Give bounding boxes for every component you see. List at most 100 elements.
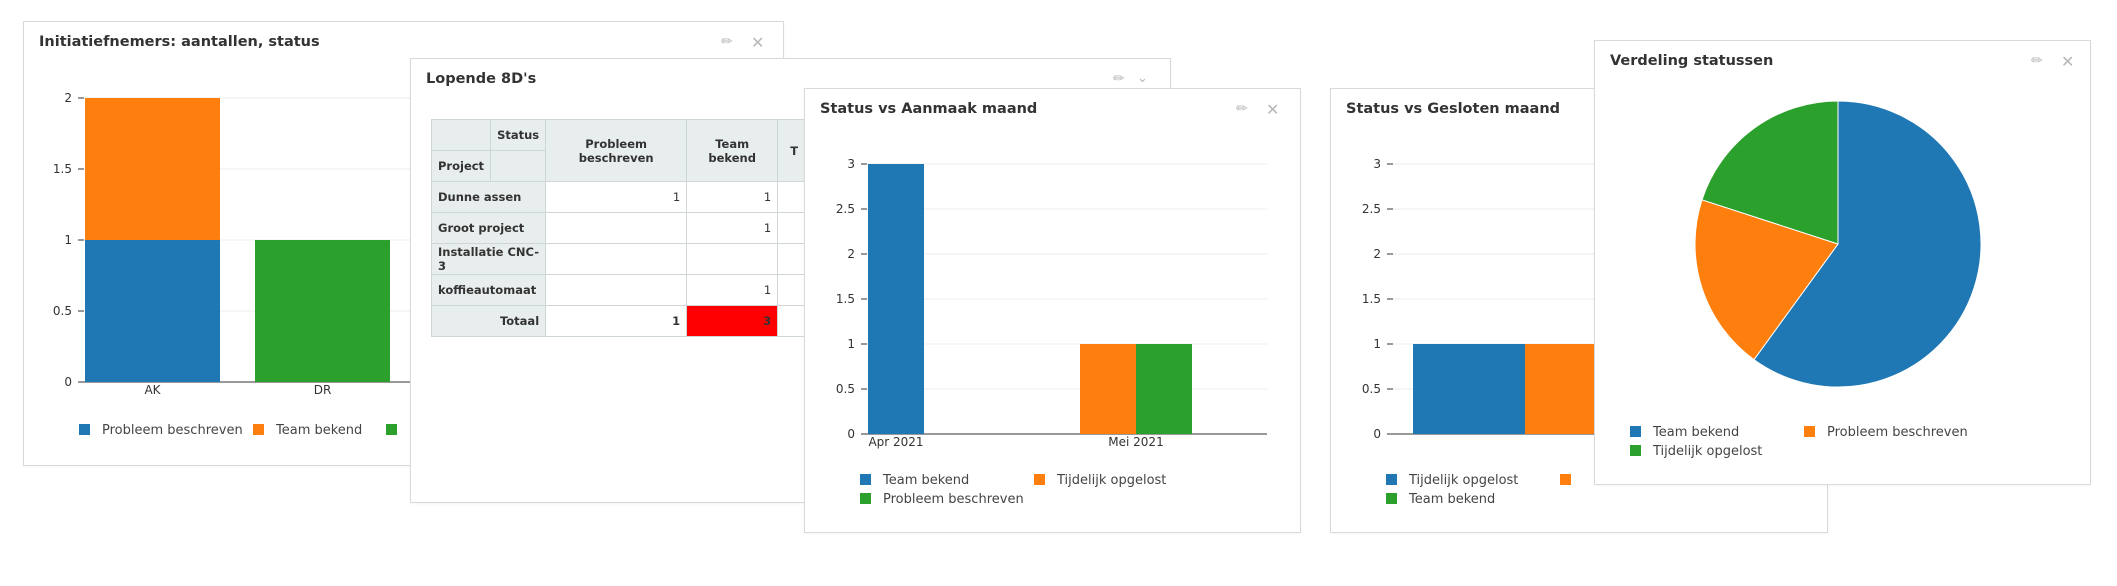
y-tick-label: 0 <box>64 375 72 389</box>
widget-title: Status vs Aanmaak maand <box>820 101 1038 117</box>
close-icon[interactable]: ✕ <box>751 33 765 52</box>
widget-title: Initiatiefnemers: aantallen, status <box>39 34 320 50</box>
legend-label: Probleem beschreven <box>102 423 243 438</box>
x-tick-label: Mei 2021 <box>1108 435 1163 449</box>
table-row: koffieautomaat 1 <box>430 274 812 306</box>
table-cell <box>545 243 688 275</box>
legend-item[interactable]: Tijdelijk opgelost <box>1034 473 1166 488</box>
widget-status-vs-aanmaak: Status vs Aanmaak maand ✏ ✕ 0 0.5 1 1.5 2 2.5… <box>804 88 1301 533</box>
legend-label: Tijdelijk opgelost <box>1653 444 1763 459</box>
table-row: Groot project 1 <box>430 212 812 244</box>
legend-item[interactable]: Tijdelijk opgelost <box>1630 444 1762 459</box>
pie-slice <box>1753 100 1982 388</box>
bar <box>1080 344 1136 434</box>
legend-item[interactable]: Team bekend <box>1630 425 1739 440</box>
edit-icon[interactable]: ✏ <box>2031 53 2043 69</box>
table-row: Installatie CNC-3 <box>430 243 812 275</box>
legend-item[interactable]: Probleem beschreven <box>1804 425 1968 440</box>
column-header[interactable]: Probleem beschreven <box>545 119 688 182</box>
legend-swatch <box>1630 426 1641 437</box>
widget-title: Status vs Gesloten maand <box>1346 101 1561 117</box>
pivot-table: Status Probleem beschreven Team bekend T… <box>430 119 812 337</box>
legend-label: Team bekend <box>276 423 363 438</box>
y-tick-label: 0.5 <box>53 304 72 318</box>
table-cell <box>686 243 779 275</box>
legend: Tijdelijk opgelost Team bekend <box>1386 473 1786 513</box>
close-icon[interactable]: ✕ <box>2061 52 2075 71</box>
row-label[interactable]: Dunne assen <box>430 181 547 213</box>
table-cell: 1 <box>686 212 779 244</box>
widget-lopende-8ds: Lopende 8D's ✏ ⌄ Status Probleem beschre… <box>410 58 1171 503</box>
legend-swatch <box>860 493 871 504</box>
widget-title: Lopende 8D's <box>426 71 537 87</box>
widget-verdeling-statussen: Verdeling statussen ✏ ✕ Team bekend Prob… <box>1594 40 2091 485</box>
row-label[interactable]: koffieautomaat <box>430 274 547 306</box>
table-cell: 1 <box>686 274 779 306</box>
legend: Probleem beschreven Team bekend <box>79 423 479 443</box>
edit-icon[interactable]: ✏ <box>721 34 733 50</box>
corner-cell <box>490 150 547 182</box>
legend-item[interactable] <box>1560 473 1583 488</box>
legend-swatch <box>1560 474 1571 485</box>
legend-swatch <box>1034 474 1045 485</box>
legend-swatch <box>253 424 264 435</box>
legend-label: Team bekend <box>1409 492 1496 507</box>
table-cell: 1 <box>686 181 779 213</box>
table-row: Dunne assen 1 1 <box>430 181 812 213</box>
edit-icon[interactable]: ✏ <box>1236 101 1248 117</box>
total-row: Totaal 1 3 <box>430 305 812 337</box>
y-tick-label: 0 <box>847 427 855 441</box>
legend-swatch <box>1386 493 1397 504</box>
y-tick-label: 2 <box>847 247 855 261</box>
close-icon[interactable]: ✕ <box>1266 100 1280 119</box>
y-tick-label: 3 <box>1373 157 1381 171</box>
table-header-row: Status Probleem beschreven Team bekend T <box>430 119 812 182</box>
total-label: Totaal <box>430 305 547 337</box>
row-label[interactable]: Groot project <box>430 212 547 244</box>
bar <box>85 240 220 382</box>
legend-item[interactable]: Probleem beschreven <box>79 423 243 438</box>
legend: Team bekend Tijdelijk opgelost Probleem … <box>860 473 1260 513</box>
legend-item[interactable]: Team bekend <box>860 473 969 488</box>
legend-swatch <box>79 424 90 435</box>
legend-item[interactable]: Team bekend <box>253 423 362 438</box>
legend-swatch <box>1386 474 1397 485</box>
y-tick-label: 3 <box>847 157 855 171</box>
legend-item[interactable] <box>386 423 409 438</box>
legend-label: Probleem beschreven <box>883 492 1024 507</box>
y-tick-label: 0.5 <box>836 382 855 396</box>
row-label[interactable]: Installatie CNC-3 <box>430 243 547 275</box>
y-tick-label: 0.5 <box>1362 382 1381 396</box>
bar <box>1136 344 1192 434</box>
y-tick-label: 1 <box>847 337 855 351</box>
y-tick-label: 1 <box>64 233 72 247</box>
legend-label: Tijdelijk opgelost <box>1057 473 1167 488</box>
column-header[interactable]: Team bekend <box>686 119 779 182</box>
pie-slice <box>1701 100 1839 245</box>
y-tick-label: 1.5 <box>53 162 72 176</box>
legend-item[interactable]: Probleem beschreven <box>860 492 1024 507</box>
verdeling-chart <box>1694 100 1982 388</box>
y-tick-label: 2.5 <box>836 202 855 216</box>
y-tick-label: 2 <box>64 91 72 105</box>
chevron-down-icon[interactable]: ⌄ <box>1137 71 1148 86</box>
legend-label: Team bekend <box>1653 425 1740 440</box>
total-cell: 3 <box>686 305 779 337</box>
x-tick-label: AK <box>144 383 161 397</box>
bar <box>85 98 220 240</box>
bar <box>1413 344 1525 434</box>
edit-icon[interactable]: ✏ <box>1113 71 1125 87</box>
total-cell: 1 <box>545 305 688 337</box>
table-cell <box>545 212 688 244</box>
y-tick-label: 1.5 <box>1362 292 1381 306</box>
legend-swatch <box>386 424 397 435</box>
y-tick-label: 1 <box>1373 337 1381 351</box>
legend-item[interactable]: Team bekend <box>1386 492 1495 507</box>
legend-swatch <box>1804 426 1815 437</box>
aanmaak-chart: 0 0.5 1 1.5 2 2.5 3 Apr 2021 Mei 2021 <box>836 157 1267 449</box>
widget-title: Verdeling statussen <box>1610 53 1774 69</box>
legend-item[interactable]: Tijdelijk opgelost <box>1386 473 1518 488</box>
bar <box>868 164 924 434</box>
legend-label: Team bekend <box>883 473 970 488</box>
y-tick-label: 2 <box>1373 247 1381 261</box>
